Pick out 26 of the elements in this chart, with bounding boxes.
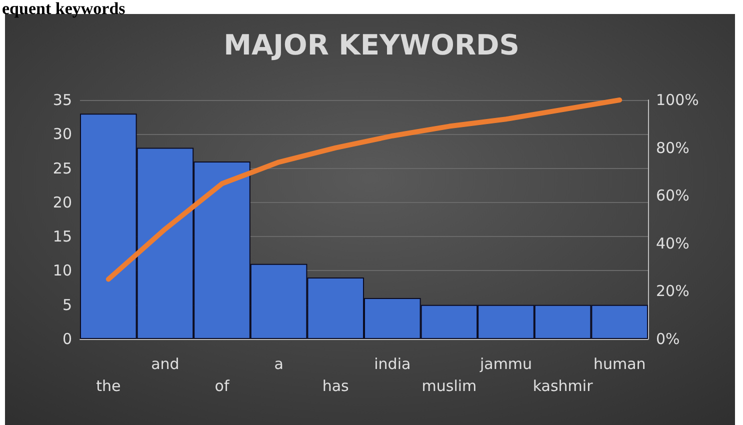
x-tick-label: a xyxy=(274,355,284,373)
y2-tick-label: 40% xyxy=(656,234,690,252)
y-tick-label: 25 xyxy=(52,159,72,178)
text: equent keywords xyxy=(2,0,126,18)
x-tick-label: muslim xyxy=(422,377,477,395)
x-tick-label: human xyxy=(593,355,646,373)
y-tick-label: 0 xyxy=(62,330,72,348)
x-tick-label: india xyxy=(374,355,411,373)
y-tick-label: 5 xyxy=(62,296,72,314)
y-tick-label: 20 xyxy=(52,193,72,212)
x-tick-label: has xyxy=(322,377,350,395)
x-tick-label: the xyxy=(96,377,121,395)
y2-tick-label: 60% xyxy=(656,186,690,205)
chart-title: MAJOR KEYWORDS xyxy=(224,28,520,62)
y2-tick-label: 0% xyxy=(656,330,680,348)
y2-tick-label: 100% xyxy=(656,91,699,109)
x-tick-label: jammu xyxy=(478,355,532,373)
y-tick-label: 30 xyxy=(52,125,72,144)
y2-tick-label: 20% xyxy=(656,282,690,300)
x-tick-label: of xyxy=(214,377,230,395)
y-tick-label: 10 xyxy=(52,262,72,280)
x-tick-label: and xyxy=(151,355,180,373)
y2-tick-label: 80% xyxy=(656,138,690,157)
y-tick-label: 35 xyxy=(52,91,72,109)
y-tick-label: 15 xyxy=(52,228,72,246)
x-tick-label: kashmir xyxy=(532,377,594,395)
